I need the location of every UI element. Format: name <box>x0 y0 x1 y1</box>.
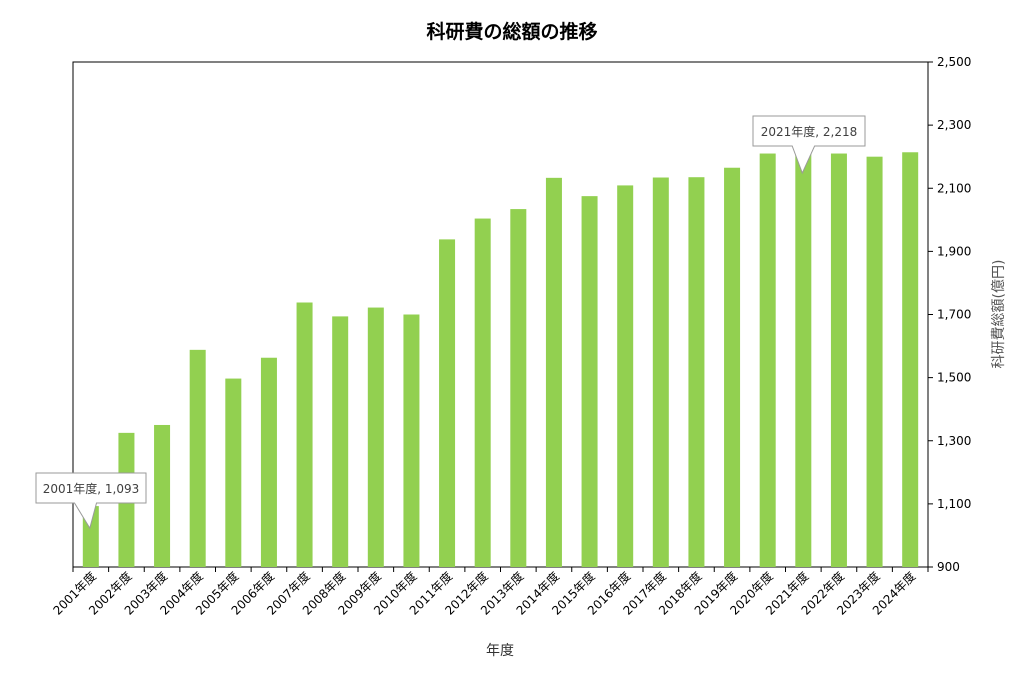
callout-label: 2001年度, 1,093 <box>43 481 140 496</box>
bar-2006年度 <box>260 357 277 567</box>
annotation-callout: 2021年度, 2,218 <box>752 115 866 175</box>
y-tick-label: 2,300 <box>937 118 971 132</box>
annotation-callout: 2001年度, 1,093 <box>35 472 147 530</box>
bar-2009年度 <box>367 307 384 567</box>
bar-2020年度 <box>759 153 776 567</box>
bar-2018年度 <box>688 177 705 567</box>
bar-2007年度 <box>296 302 313 567</box>
callout-label: 2021年度, 2,218 <box>761 124 858 139</box>
y-tick-label: 1,900 <box>937 244 971 258</box>
bar-2011年度 <box>439 239 456 567</box>
bar-2003年度 <box>154 424 171 567</box>
bar-2016年度 <box>617 185 634 568</box>
y-tick-label: 1,500 <box>937 371 971 385</box>
bar-2010年度 <box>403 314 420 567</box>
bar-2004年度 <box>189 349 206 567</box>
y-tick-label: 2,100 <box>937 181 971 195</box>
bar-2023年度 <box>866 156 883 567</box>
bar-2017年度 <box>652 177 669 568</box>
chart-title: 科研費の総額の推移 <box>426 20 597 43</box>
x-axis-title: 年度 <box>486 643 514 659</box>
bar-2015年度 <box>581 196 598 567</box>
bar-2013年度 <box>510 209 527 568</box>
bar-2008年度 <box>332 316 349 567</box>
callout-box <box>35 472 147 530</box>
y-tick-label: 2,500 <box>937 55 971 69</box>
bar-2021年度 <box>795 151 812 567</box>
y-tick-label: 1,300 <box>937 434 971 448</box>
y-tick-label: 900 <box>937 560 960 574</box>
bar-2012年度 <box>474 218 491 568</box>
bar-2019年度 <box>724 167 741 567</box>
bar-2022年度 <box>830 153 847 567</box>
y-tick-label: 1,700 <box>937 308 971 322</box>
bar-2014年度 <box>545 177 562 567</box>
callout-box <box>752 115 866 175</box>
bar-2005年度 <box>225 378 242 567</box>
y-tick-label: 1,100 <box>937 497 971 511</box>
bar-2024年度 <box>902 152 919 568</box>
y-axis-title: 科研費総額(億円) <box>991 260 1007 369</box>
